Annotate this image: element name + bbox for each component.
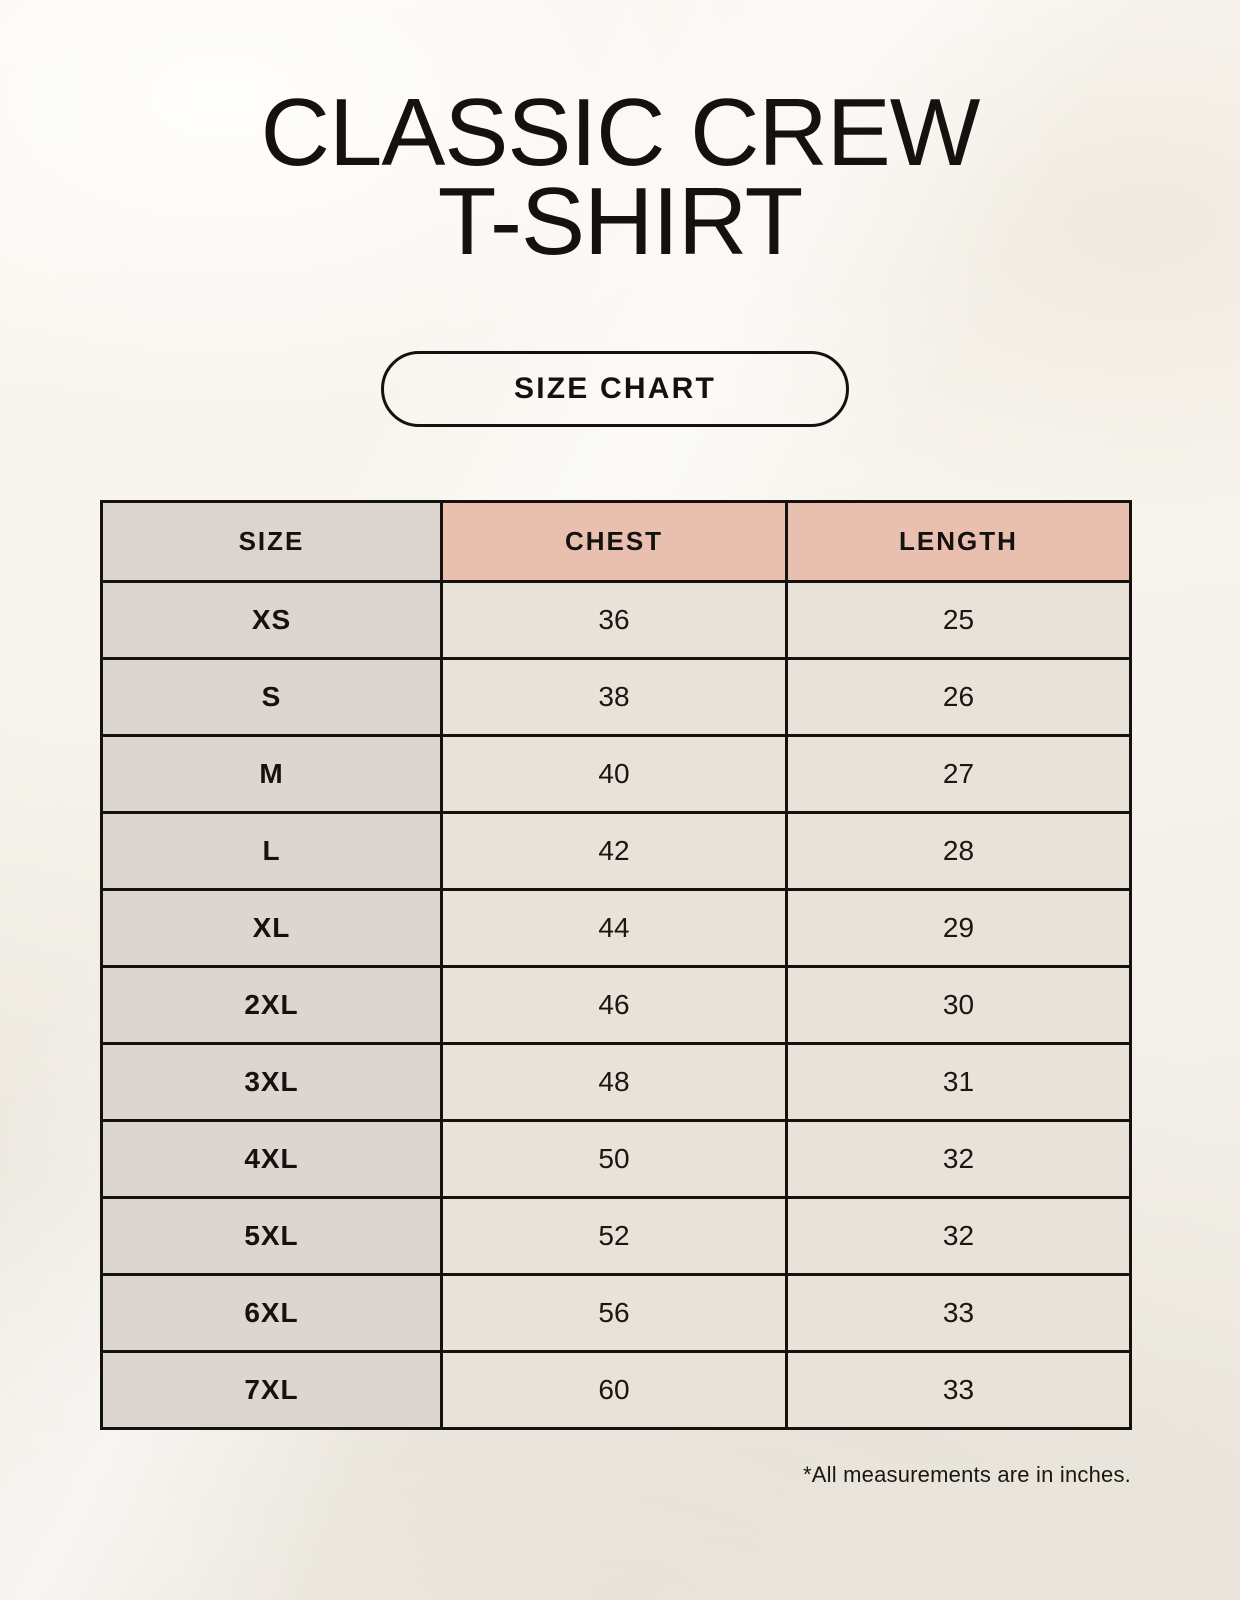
cell-chest: 48 [440,1042,788,1122]
column-header-length: LENGTH [785,500,1132,583]
table-row: 5XL 52 32 [100,1196,1132,1276]
cell-size: 4XL [100,1119,443,1199]
cell-size: 3XL [100,1042,443,1122]
column-header-chest: CHEST [440,500,788,583]
cell-size: 6XL [100,1273,443,1353]
column-header-size: SIZE [100,500,443,583]
cell-chest: 52 [440,1196,788,1276]
cell-chest: 56 [440,1273,788,1353]
cell-chest: 60 [440,1350,788,1430]
cell-length: 32 [785,1196,1132,1276]
cell-size: S [100,657,443,737]
table-header-row: SIZE CHEST LENGTH [100,500,1132,583]
table-body: XS 36 25 S 38 26 M 40 27 L 42 28 XL 44 29 2XL 46 30 3XL 48 3… [100,580,1132,1430]
cell-length: 32 [785,1119,1132,1199]
cell-chest: 50 [440,1119,788,1199]
cell-length: 31 [785,1042,1132,1122]
table-row: L 42 28 [100,811,1132,891]
cell-chest: 44 [440,888,788,968]
cell-chest: 42 [440,811,788,891]
table-row: XS 36 25 [100,580,1132,660]
cell-length: 28 [785,811,1132,891]
cell-chest: 40 [440,734,788,814]
cell-size: XS [100,580,443,660]
size-chart-table: SIZE CHEST LENGTH XS 36 25 S 38 26 M 40 27 L 42 28 X… [100,500,1132,1430]
cell-size: XL [100,888,443,968]
table-row: 6XL 56 33 [100,1273,1132,1353]
table-row: 4XL 50 32 [100,1119,1132,1199]
cell-size: M [100,734,443,814]
cell-size: 5XL [100,1196,443,1276]
size-chart-badge: SIZE CHART [381,351,849,427]
table-row: M 40 27 [100,734,1132,814]
table-header: SIZE CHEST LENGTH [100,500,1132,583]
cell-length: 27 [785,734,1132,814]
cell-length: 30 [785,965,1132,1045]
cell-size: L [100,811,443,891]
cell-chest: 38 [440,657,788,737]
table-row: 7XL 60 33 [100,1350,1132,1430]
measurements-footnote: *All measurements are in inches. [803,1462,1131,1487]
cell-size: 7XL [100,1350,443,1430]
cell-length: 25 [785,580,1132,660]
size-chart-badge-label: SIZE CHART [514,372,716,405]
table-row: 3XL 48 31 [100,1042,1132,1122]
table-row: 2XL 46 30 [100,965,1132,1045]
cell-length: 26 [785,657,1132,737]
table-row: S 38 26 [100,657,1132,737]
cell-chest: 36 [440,580,788,660]
table-row: XL 44 29 [100,888,1132,968]
cell-chest: 46 [440,965,788,1045]
cell-length: 29 [785,888,1132,968]
cell-length: 33 [785,1273,1132,1353]
page-title: CLASSIC CREW T-SHIRT [260,79,981,276]
cell-length: 33 [785,1350,1132,1430]
cell-size: 2XL [100,965,443,1045]
